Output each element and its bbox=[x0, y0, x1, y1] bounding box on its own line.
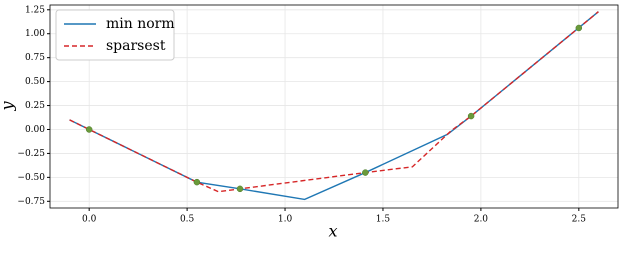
line bbox=[69, 11, 599, 193]
x-tick-label: 2.5 bbox=[572, 215, 587, 225]
x-tick-label: 1.5 bbox=[376, 215, 391, 225]
data-point bbox=[85, 126, 93, 133]
legend-label: sparsest bbox=[106, 38, 166, 54]
y-axis-label: y bbox=[0, 101, 17, 112]
data-point bbox=[575, 24, 583, 32]
y-tick-label: 0.25 bbox=[25, 101, 45, 111]
x-tick-label: 0.5 bbox=[180, 215, 195, 225]
data-point bbox=[236, 185, 244, 193]
data-point bbox=[362, 169, 369, 176]
data-point bbox=[193, 178, 201, 186]
y-tick-label: 1.00 bbox=[25, 29, 45, 39]
y-tick-label: 0.50 bbox=[25, 77, 45, 87]
y-tick-label: −0.25 bbox=[17, 149, 45, 159]
plot-frame bbox=[49, 4, 619, 209]
y-tick-label: 1.25 bbox=[25, 5, 45, 15]
legend-box bbox=[55, 9, 175, 61]
y-tick-label: 0.00 bbox=[25, 125, 45, 135]
y-tick-label: −0.50 bbox=[17, 173, 45, 183]
x-tick-label: 0.0 bbox=[82, 215, 97, 225]
x-tick-label: 2.0 bbox=[474, 215, 489, 225]
data-point bbox=[467, 112, 475, 120]
legend-label: min norm bbox=[106, 16, 175, 32]
y-tick-label: 0.75 bbox=[25, 53, 45, 63]
x-tick-label: 1.0 bbox=[278, 215, 293, 225]
x-axis-label: x bbox=[328, 222, 337, 241]
y-tick-label: −0.75 bbox=[17, 197, 45, 207]
